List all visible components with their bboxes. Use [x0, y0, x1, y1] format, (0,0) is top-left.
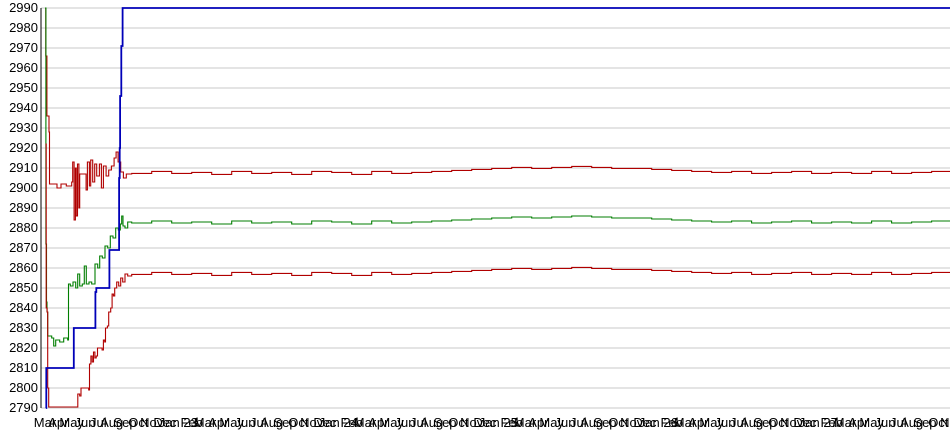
- x-tick-label: Nov: [780, 415, 804, 430]
- x-tick-label: Jun: [714, 415, 735, 430]
- x-tick-label: Oct: [288, 415, 309, 430]
- x-tick-label: Jun: [75, 415, 96, 430]
- x-tick-label: Oct: [128, 415, 149, 430]
- x-tick-label: Jan 23: [159, 415, 198, 430]
- x-tick-label: Jan 24: [319, 415, 358, 430]
- series-lower-red-line: [45, 143, 950, 408]
- x-tick-label: Sep: [913, 415, 936, 430]
- x-tick-label: Jun: [874, 415, 895, 430]
- y-axis-labels: 2790 2800 2810 2820 2830 2840 2850 2860 2870 2880…: [9, 0, 38, 415]
- y-tick-label: 2910: [9, 160, 38, 175]
- x-tick-label: Feb: [660, 415, 682, 430]
- x-tick-label: Jan 27: [799, 415, 838, 430]
- y-tick-label: 2800: [9, 380, 38, 395]
- y-tick-label: 2810: [9, 360, 38, 375]
- y-tick-label: 2900: [9, 180, 38, 195]
- x-tick-label: Oct: [928, 415, 949, 430]
- x-tick-label: Apr: [848, 415, 869, 430]
- x-tick-label: Apr: [208, 415, 229, 430]
- x-tick-label: Feb: [340, 415, 362, 430]
- y-tick-label: 2990: [9, 0, 38, 15]
- x-tick-label: Aug: [260, 415, 283, 430]
- x-tick-label: Feb: [500, 415, 522, 430]
- x-tick-label: Jun: [555, 415, 576, 430]
- x-tick-label: Feb: [820, 415, 842, 430]
- x-tick-label: Aug: [420, 415, 443, 430]
- x-tick-label: Feb: [180, 415, 202, 430]
- x-tick-label: Mar: [674, 415, 697, 430]
- y-tick-label: 2790: [9, 400, 38, 415]
- x-tick-label: May: [59, 415, 84, 430]
- x-tick-label: May: [539, 415, 564, 430]
- x-tick-label: Mar: [834, 415, 857, 430]
- x-tick-label: Aug: [100, 415, 123, 430]
- y-tick-label: 2840: [9, 300, 38, 315]
- x-tick-label: Nov: [620, 415, 644, 430]
- x-tick-label: Mar: [194, 415, 217, 430]
- y-tick-label: 2830: [9, 320, 38, 335]
- y-tick-label: 2850: [9, 280, 38, 295]
- x-tick-label: Sep: [113, 415, 136, 430]
- y-tick-label: 2870: [9, 240, 38, 255]
- series-green-mid-line: [45, 7, 950, 347]
- x-tick-label: Jan 25: [479, 415, 518, 430]
- x-tick-label: Dec: [793, 415, 817, 430]
- x-tick-label: Nov: [940, 415, 950, 430]
- x-tick-label: Oct: [608, 415, 629, 430]
- series-upper-red-line: [45, 7, 950, 221]
- x-tick-label: Jul: [730, 415, 747, 430]
- x-tick-label: Jul: [90, 415, 107, 430]
- y-tick-label: 2860: [9, 260, 38, 275]
- x-tick-label: Dec: [313, 415, 337, 430]
- x-tick-label: Apr: [688, 415, 709, 430]
- x-tick-label: Dec: [153, 415, 177, 430]
- y-tick-label: 2820: [9, 340, 38, 355]
- x-tick-label: Nov: [140, 415, 164, 430]
- x-tick-label: Nov: [460, 415, 484, 430]
- x-tick-label: Jul: [250, 415, 267, 430]
- x-tick-label: Dec: [633, 415, 657, 430]
- x-tick-label: Dec: [473, 415, 497, 430]
- x-tick-label: Aug: [580, 415, 603, 430]
- x-tick-label: Aug: [900, 415, 923, 430]
- x-tick-label: Sep: [433, 415, 456, 430]
- x-tick-label: Jul: [890, 415, 907, 430]
- y-tick-label: 2930: [9, 120, 38, 135]
- x-tick-label: Oct: [768, 415, 789, 430]
- x-tick-label: Mar: [514, 415, 537, 430]
- y-tick-label: 2950: [9, 80, 38, 95]
- gridlines: [41, 7, 950, 409]
- x-tick-label: Sep: [593, 415, 616, 430]
- x-tick-label: Mar: [354, 415, 377, 430]
- x-tick-label: Sep: [753, 415, 776, 430]
- y-tick-label: 2960: [9, 60, 38, 75]
- y-tick-label: 2940: [9, 100, 38, 115]
- x-tick-label: Sep: [273, 415, 296, 430]
- y-tick-label: 2980: [9, 20, 38, 35]
- x-tick-label: Apr: [528, 415, 549, 430]
- x-tick-label: Mar: [34, 415, 57, 430]
- x-tick-label: Apr: [368, 415, 389, 430]
- x-tick-label: May: [859, 415, 884, 430]
- x-tick-label: Oct: [448, 415, 469, 430]
- x-tick-label: Jun: [395, 415, 416, 430]
- x-tick-label: May: [699, 415, 724, 430]
- series-blue-step-line: [45, 7, 950, 409]
- x-tick-label: Jun: [235, 415, 256, 430]
- y-tick-label: 2880: [9, 220, 38, 235]
- x-tick-label: Jul: [410, 415, 427, 430]
- x-tick-label: Nov: [300, 415, 324, 430]
- x-tick-label: Aug: [740, 415, 763, 430]
- x-tick-label: May: [379, 415, 404, 430]
- x-tick-label: Apr: [48, 415, 69, 430]
- y-tick-label: 2920: [9, 140, 38, 155]
- x-tick-label: Jan 26: [639, 415, 678, 430]
- x-tick-label: Jul: [570, 415, 587, 430]
- y-tick-label: 2890: [9, 200, 38, 215]
- x-tick-label: May: [219, 415, 244, 430]
- y-tick-label: 2970: [9, 40, 38, 55]
